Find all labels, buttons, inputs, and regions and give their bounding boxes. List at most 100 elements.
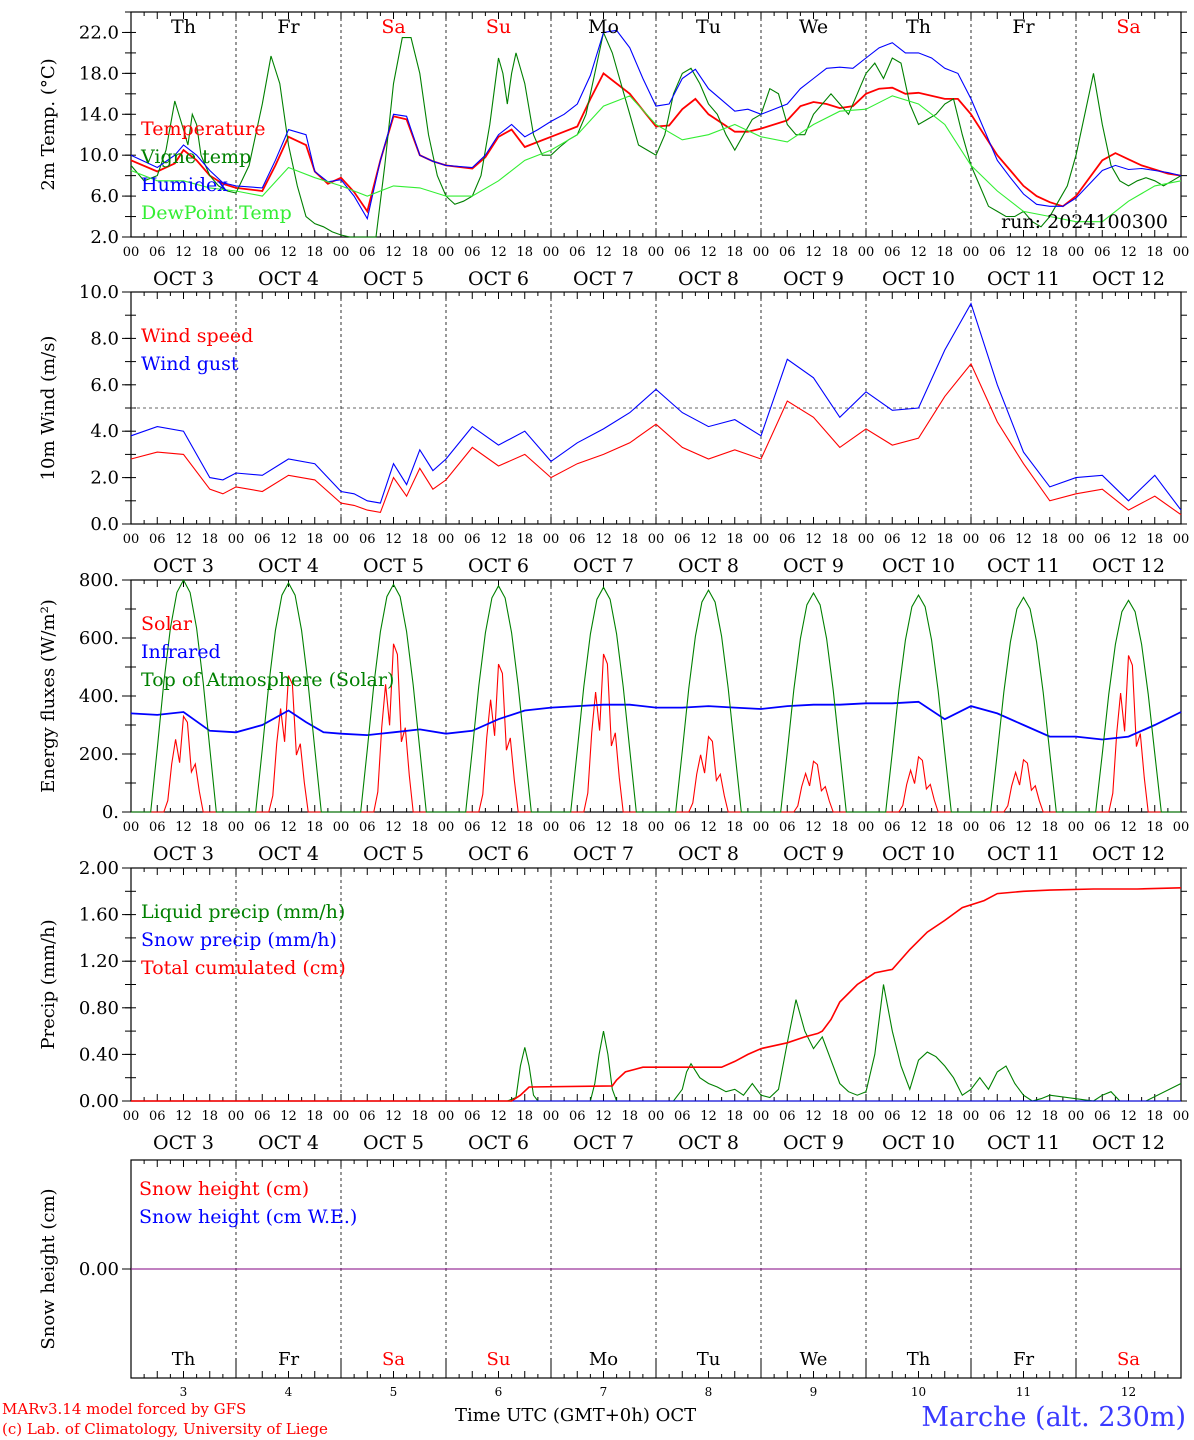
date-label: OCT 5 xyxy=(363,555,424,577)
hour-tick-label: 06 xyxy=(989,820,1006,835)
hour-tick-label: 06 xyxy=(254,532,271,547)
hour-tick-label: 06 xyxy=(464,245,481,260)
hour-tick-label: 06 xyxy=(884,820,901,835)
date-label: OCT 12 xyxy=(1092,555,1165,577)
y-tick-label: 800. xyxy=(79,570,119,591)
temperature-ylabel: 2m Temp. (°C) xyxy=(38,58,59,190)
hour-tick-label: 12 xyxy=(385,245,402,260)
day-name-bottom: Fr xyxy=(1013,1349,1034,1370)
hour-tick-label: 18 xyxy=(1146,820,1163,835)
date-label: OCT 11 xyxy=(987,843,1060,865)
hour-tick-label: 18 xyxy=(411,820,428,835)
hour-tick-label: 06 xyxy=(884,245,901,260)
hour-tick-label: 12 xyxy=(910,245,927,260)
date-label: OCT 7 xyxy=(573,843,634,865)
y-tick-label: 0.0 xyxy=(90,514,119,535)
hour-tick-label: 06 xyxy=(464,820,481,835)
hour-tick-label: 12 xyxy=(175,532,192,547)
run-label: run: 2024100300 xyxy=(1001,211,1168,233)
hour-tick-label: 18 xyxy=(306,532,323,547)
hour-tick-label: 00 xyxy=(228,820,245,835)
hour-tick-label: 18 xyxy=(201,820,218,835)
hour-tick-label: 12 xyxy=(595,820,612,835)
hour-tick-label: 12 xyxy=(910,532,927,547)
day-number: 8 xyxy=(705,1385,713,1399)
hour-tick-label: 18 xyxy=(1146,1109,1163,1124)
hour-tick-label: 06 xyxy=(254,245,271,260)
hour-tick-label: 00 xyxy=(1173,1109,1190,1124)
hour-tick-label: 00 xyxy=(648,1109,665,1124)
day-name-top: Th xyxy=(171,16,196,38)
wind-series-wind-speed xyxy=(130,362,1182,516)
day-number: 6 xyxy=(495,1385,503,1399)
hour-tick-label: 18 xyxy=(1146,245,1163,260)
hour-tick-label: 06 xyxy=(674,245,691,260)
hour-tick-label: 00 xyxy=(228,532,245,547)
hour-tick-label: 12 xyxy=(175,245,192,260)
hour-tick-label: 00 xyxy=(123,245,140,260)
date-label: OCT 7 xyxy=(573,1132,634,1154)
hour-tick-label: 06 xyxy=(359,245,376,260)
hour-tick-label: 00 xyxy=(228,1109,245,1124)
hour-tick-label: 06 xyxy=(149,532,166,547)
hour-tick-label: 06 xyxy=(884,1109,901,1124)
date-label: OCT 10 xyxy=(882,268,955,290)
hour-tick-label: 18 xyxy=(516,1109,533,1124)
date-label: OCT 6 xyxy=(468,1132,529,1154)
hour-tick-label: 18 xyxy=(306,245,323,260)
date-label: OCT 8 xyxy=(678,843,739,865)
day-name-top: We xyxy=(799,16,828,38)
hour-tick-label: 00 xyxy=(123,1109,140,1124)
temperature-legend-entry: Vigne temp xyxy=(140,146,251,168)
hour-tick-label: 00 xyxy=(438,1109,455,1124)
temperature-series-dewpoint-temp xyxy=(130,95,1182,223)
hour-tick-label: 06 xyxy=(674,532,691,547)
day-name-bottom: Th xyxy=(172,1349,196,1370)
hour-tick-label: 06 xyxy=(464,532,481,547)
precip-legend-entry: Snow precip (mm/h) xyxy=(141,929,337,951)
hour-tick-label: 00 xyxy=(753,1109,770,1124)
hour-tick-label: 12 xyxy=(175,1109,192,1124)
hour-tick-label: 06 xyxy=(254,820,271,835)
date-label: OCT 3 xyxy=(153,268,214,290)
day-name-top: Sa xyxy=(1116,16,1140,38)
hour-tick-label: 00 xyxy=(858,1109,875,1124)
hour-tick-label: 12 xyxy=(1120,245,1137,260)
hour-tick-label: 18 xyxy=(201,532,218,547)
hour-tick-label: 06 xyxy=(359,1109,376,1124)
day-name-bottom: Sa xyxy=(382,1349,405,1370)
hour-tick-label: 06 xyxy=(254,1109,271,1124)
snow-legend-entry: Snow height (cm) xyxy=(139,1178,309,1200)
hour-tick-label: 18 xyxy=(516,245,533,260)
hour-tick-label: 12 xyxy=(805,245,822,260)
energy-legend-entry: Infrared xyxy=(141,641,221,663)
date-label: OCT 3 xyxy=(153,843,214,865)
energy-ylabel: Energy fluxes (W/m²) xyxy=(38,599,59,793)
date-label: OCT 9 xyxy=(783,268,844,290)
hour-tick-label: 18 xyxy=(621,532,638,547)
hour-tick-label: 18 xyxy=(831,1109,848,1124)
day-name-top: Tu xyxy=(696,16,721,38)
date-label: OCT 6 xyxy=(468,268,529,290)
hour-tick-label: 12 xyxy=(385,1109,402,1124)
station-name: Marche (alt. 230m) xyxy=(921,1402,1186,1433)
hour-tick-label: 12 xyxy=(910,820,927,835)
date-label: OCT 4 xyxy=(258,1132,319,1154)
y-tick-label: 0.00 xyxy=(79,1259,119,1280)
snow-ylabel: Snow height (cm) xyxy=(38,1188,59,1349)
hour-tick-label: 18 xyxy=(936,820,953,835)
hour-tick-label: 18 xyxy=(306,820,323,835)
date-label: OCT 3 xyxy=(153,1132,214,1154)
hour-tick-label: 12 xyxy=(490,1109,507,1124)
hour-tick-label: 12 xyxy=(1015,820,1032,835)
hour-tick-label: 06 xyxy=(779,1109,796,1124)
hour-tick-label: 00 xyxy=(648,245,665,260)
hour-tick-label: 12 xyxy=(1015,245,1032,260)
y-tick-label: 600. xyxy=(79,628,119,649)
hour-tick-label: 12 xyxy=(1120,820,1137,835)
hour-tick-label: 12 xyxy=(280,532,297,547)
hour-tick-label: 00 xyxy=(963,532,980,547)
date-label: OCT 12 xyxy=(1092,268,1165,290)
y-tick-label: 10.0 xyxy=(79,282,119,303)
hour-tick-label: 06 xyxy=(989,245,1006,260)
